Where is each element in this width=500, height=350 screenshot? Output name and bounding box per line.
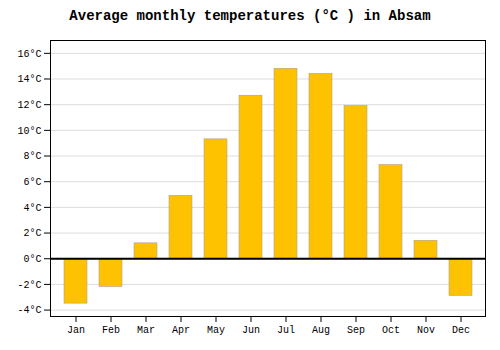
svg-text:16°C: 16°C <box>17 49 41 60</box>
svg-text:4°C: 4°C <box>23 203 41 214</box>
svg-text:6°C: 6°C <box>23 177 41 188</box>
svg-text:Jun: Jun <box>242 325 260 336</box>
svg-text:0°C: 0°C <box>23 254 41 265</box>
svg-text:10°C: 10°C <box>17 126 41 137</box>
html-text:Average monthly temperatures (: Average monthly temperatures (°C ) in Ab… <box>69 8 431 24</box>
svg-text:Feb: Feb <box>102 325 120 336</box>
svg-text:Jan: Jan <box>67 325 85 336</box>
svg-text:Apr: Apr <box>172 325 190 336</box>
svg-text:-4°C: -4°C <box>17 305 41 316</box>
svg-text:May: May <box>207 325 225 336</box>
svg-text:Nov: Nov <box>417 325 435 336</box>
svg-text:12°C: 12°C <box>17 100 41 111</box>
svg-text:Aug: Aug <box>312 325 330 336</box>
svg-text:8°C: 8°C <box>23 151 41 162</box>
svg-text:Mar: Mar <box>137 325 155 336</box>
svg-text:Jul: Jul <box>277 325 295 336</box>
svg-text:-2°C: -2°C <box>17 280 41 291</box>
svg-text:14°C: 14°C <box>17 74 41 85</box>
svg-text:Sep: Sep <box>347 325 365 336</box>
svg-text:Oct: Oct <box>382 325 400 336</box>
svg-text:2°C: 2°C <box>23 228 41 239</box>
svg-text:Dec: Dec <box>452 325 470 336</box>
